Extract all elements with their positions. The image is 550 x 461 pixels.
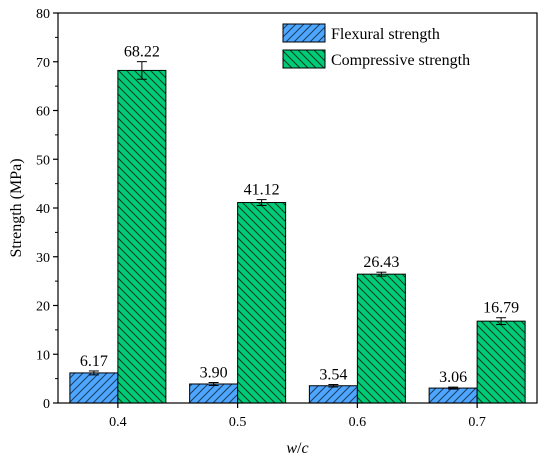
bar-compressive xyxy=(476,320,526,404)
data-label: 41.12 xyxy=(244,182,280,199)
error-bars-layer xyxy=(88,61,507,390)
y-tick-label: 40 xyxy=(36,202,50,217)
x-tick-label: 0.6 xyxy=(349,415,367,430)
bar-compressive xyxy=(237,202,287,404)
legend-swatch-compressive xyxy=(282,49,326,69)
x-tick-label: 0.5 xyxy=(229,415,247,430)
bar-flexural xyxy=(69,372,119,404)
data-labels-layer: 6.17 68.22 3.90 41.12 3.54 26.43 3.06 16.79 xyxy=(80,44,519,386)
bar-flexural xyxy=(189,383,239,404)
y-tick-label: 30 xyxy=(36,251,50,266)
y-axis-ticks: 0 10 20 30 40 50 60 70 80 xyxy=(36,7,58,412)
bar-flexural xyxy=(428,387,478,404)
y-tick-label: 50 xyxy=(36,153,50,168)
legend-label-compressive: Compressive strength xyxy=(331,52,470,69)
y-tick-label: 80 xyxy=(36,7,50,22)
bar-compressive xyxy=(356,273,406,404)
bar-flexural xyxy=(308,385,358,404)
x-axis-label-part-2: / xyxy=(297,440,302,457)
x-axis-label-part-3: c xyxy=(302,440,309,457)
bar-compressive xyxy=(117,69,167,404)
legend: Flexural strength Compressive strength xyxy=(282,23,470,69)
data-label: 3.54 xyxy=(319,367,347,384)
x-axis-label: w/c xyxy=(286,440,308,457)
y-tick-label: 70 xyxy=(36,56,50,71)
y-tick-label: 10 xyxy=(36,348,50,363)
bars-layer xyxy=(69,69,526,404)
x-tick-label: 0.7 xyxy=(468,415,486,430)
x-axis-label-part-1: w xyxy=(286,440,297,457)
data-label: 3.06 xyxy=(439,369,467,386)
legend-swatch-flexural xyxy=(282,23,326,43)
x-tick-label: 0.4 xyxy=(109,415,127,430)
data-label: 16.79 xyxy=(483,300,519,317)
data-label: 68.22 xyxy=(124,44,160,61)
data-label: 3.90 xyxy=(200,365,228,382)
y-axis-label: Strength (MPa) xyxy=(8,158,25,257)
y-tick-label: 20 xyxy=(36,300,50,315)
data-label: 6.17 xyxy=(80,353,108,370)
legend-label-flexural: Flexural strength xyxy=(331,26,440,43)
x-axis-ticks: 0.4 0.5 0.6 0.7 xyxy=(109,403,486,430)
data-label: 26.43 xyxy=(363,254,399,271)
y-tick-label: 0 xyxy=(43,397,50,412)
y-tick-label: 60 xyxy=(36,105,50,120)
